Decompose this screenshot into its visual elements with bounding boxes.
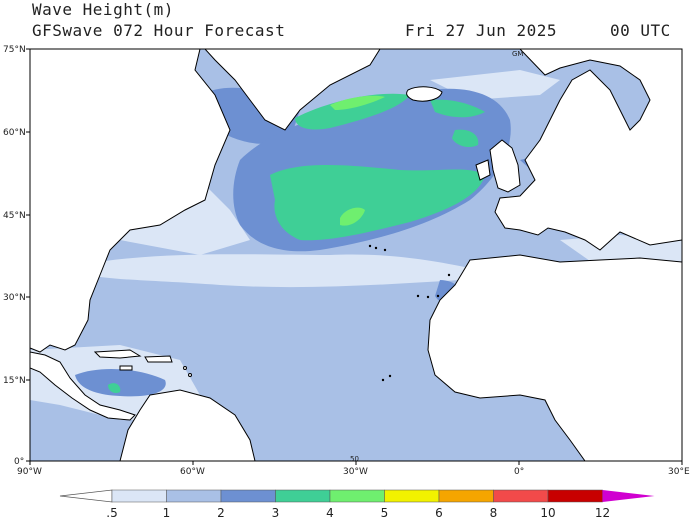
colorbar-label: 8 <box>490 506 498 520</box>
europe-land <box>494 49 682 251</box>
colorbar-label: 5 <box>381 506 389 520</box>
colorbar-label: .5 <box>106 506 117 520</box>
colorbar-label: 12 <box>595 506 610 520</box>
south-america-land <box>119 389 256 461</box>
longitude-axis <box>29 461 683 465</box>
rough-sea-regions <box>108 93 485 394</box>
colorbar-segment <box>275 489 331 503</box>
colorbar-label: 3 <box>272 506 280 520</box>
colorbar-segment <box>111 489 167 503</box>
map-area <box>30 49 682 461</box>
colorbar-label: 1 <box>163 506 171 520</box>
lon-label-30w: 30°W <box>343 467 368 477</box>
colorbar-segment <box>220 489 276 503</box>
latitude-axis <box>26 48 30 462</box>
lat-label-30n: 30°N <box>3 293 26 303</box>
colorbar: .5 1 2 3 4 5 6 8 10 12 <box>59 489 655 520</box>
colorbar-segment <box>384 489 440 503</box>
lon-label-0: 0° <box>514 467 524 477</box>
atlantic-islands <box>368 244 451 382</box>
lat-label-0: 0° <box>14 457 24 467</box>
lon-label-60w: 60°W <box>180 467 205 477</box>
lat-label-75n: 75°N <box>3 45 26 55</box>
ireland-land <box>475 159 491 181</box>
britain-land <box>489 139 521 193</box>
land-masses <box>30 49 682 461</box>
colorbar-label: 2 <box>217 506 225 520</box>
colorbar-label: 10 <box>540 506 555 520</box>
africa-land <box>427 254 682 461</box>
colorbar-segment <box>438 489 494 503</box>
annotation-gm: GM <box>512 50 523 58</box>
iceland-land <box>406 86 443 102</box>
colorbar-segment <box>166 489 222 503</box>
colorbar-label: 6 <box>435 506 443 520</box>
colorbar-max-arrow <box>602 490 655 502</box>
lat-label-15n: 15°N <box>3 376 26 386</box>
lon-label-90w: 90°W <box>17 467 42 477</box>
colorbar-label: 4 <box>326 506 334 520</box>
colorbar-min-arrow <box>59 489 113 503</box>
lon-label-30e: 30°E <box>668 467 690 477</box>
forecast-subtitle: GFSwave 072 Hour Forecast <box>32 21 286 40</box>
lat-label-45n: 45°N <box>3 211 26 221</box>
colorbar-segment <box>547 489 603 503</box>
colorbar-segment <box>493 489 549 503</box>
north-america-land <box>30 49 231 353</box>
forecast-date: Fri 27 Jun 2025 <box>405 21 557 40</box>
caribbean-islands <box>93 349 192 377</box>
lat-label-60n: 60°N <box>3 128 26 138</box>
forecast-time: 00 UTC <box>610 21 671 40</box>
greenland-land <box>204 49 381 131</box>
annotation-50: 50 <box>350 455 359 463</box>
central-america-land <box>30 351 136 421</box>
colorbar-segment <box>329 489 385 503</box>
very-rough-sea-regions <box>330 95 385 226</box>
chart-title: Wave Height(m) <box>32 0 174 19</box>
